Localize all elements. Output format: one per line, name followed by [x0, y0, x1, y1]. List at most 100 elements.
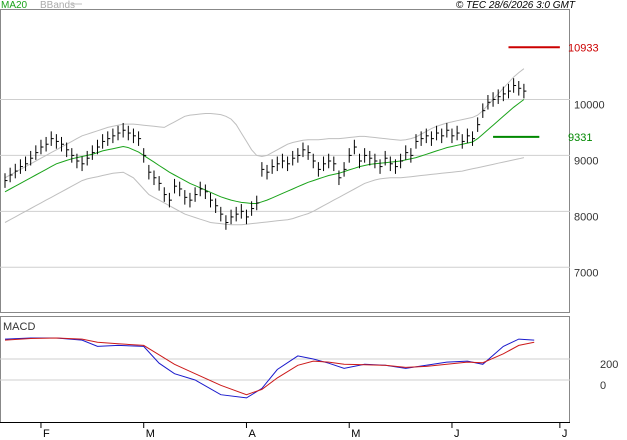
- price-bar: [405, 145, 409, 160]
- y-tick-labels: 7000 8000 9000 10000 0 200: [574, 99, 618, 392]
- price-bar: [287, 156, 291, 172]
- price-bar: [358, 153, 362, 169]
- price-bar: [25, 156, 29, 172]
- copyright-text: © TEC 28/6/2026 3:0 GMT: [456, 0, 576, 11]
- price-bar: [353, 139, 357, 155]
- price-bar: [199, 181, 203, 197]
- price-bar: [276, 156, 280, 172]
- macd-grid: [0, 358, 570, 381]
- price-bar: [523, 83, 527, 99]
- price-bar: [55, 134, 59, 149]
- resistance-level-label: 10933: [568, 42, 599, 54]
- price-bar: [215, 198, 219, 214]
- price-bar: [477, 117, 481, 132]
- price-bar: [143, 148, 147, 163]
- bbands-legend-label: BBands: [40, 0, 75, 11]
- price-bar: [261, 162, 265, 177]
- price-bar: [364, 148, 368, 163]
- price-y-tick-label: 10000: [574, 99, 605, 111]
- price-bar: [220, 206, 224, 222]
- ma20-line: [4, 99, 525, 204]
- price-bar: [343, 162, 347, 177]
- support-level-label: 9331: [568, 132, 592, 144]
- price-bar: [168, 192, 172, 208]
- price-bar: [256, 195, 260, 211]
- price-bar: [266, 164, 270, 180]
- price-bar: [348, 148, 352, 163]
- price-bar: [117, 125, 121, 141]
- price-bar: [297, 148, 301, 163]
- macd-lines: [4, 337, 535, 399]
- price-bar: [281, 153, 285, 169]
- price-bar: [194, 187, 198, 202]
- price-bar: [158, 176, 162, 191]
- macd-line: [4, 337, 535, 399]
- price-bar: [96, 139, 100, 155]
- price-bar: [302, 142, 306, 158]
- price-bar: [394, 159, 398, 174]
- price-bar: [425, 128, 429, 144]
- price-bar: [441, 128, 445, 144]
- price-bar: [76, 153, 80, 169]
- price-bar: [245, 209, 249, 225]
- price-bar: [61, 136, 65, 152]
- price-bar: [502, 86, 506, 102]
- price-bar: [112, 128, 116, 144]
- price-bar: [436, 125, 440, 141]
- price-bar: [292, 150, 296, 166]
- price-bar: [338, 170, 342, 186]
- price-bar: [312, 153, 316, 169]
- price-bar: [492, 92, 496, 107]
- price-bar: [400, 153, 404, 169]
- price-bar: [410, 148, 414, 163]
- price-bar: [420, 131, 424, 146]
- price-bar: [91, 145, 95, 160]
- price-bar: [14, 163, 18, 179]
- price-bar: [230, 209, 234, 225]
- price-bar: [518, 81, 522, 96]
- price-bar: [153, 170, 157, 186]
- price-bar: [466, 128, 470, 144]
- price-bar: [497, 89, 501, 104]
- price-bar: [127, 125, 131, 141]
- price-bar: [389, 156, 393, 172]
- bollinger-bands: [4, 68, 525, 226]
- price-bar: [323, 156, 327, 172]
- x-tick-label: F: [43, 428, 50, 440]
- price-bar: [461, 134, 465, 149]
- price-bar: [451, 128, 455, 144]
- price-bar: [328, 153, 332, 169]
- price-bar: [513, 78, 517, 93]
- price-bar: [102, 134, 106, 149]
- price-bar: [35, 145, 39, 160]
- x-tick-label: M: [351, 428, 360, 440]
- macd-y-tick-label: 200: [600, 359, 618, 371]
- price-bar: [66, 142, 70, 158]
- lower-band: [4, 157, 525, 226]
- price-bar: [132, 128, 136, 144]
- price-bar: [86, 150, 90, 166]
- price-bar: [271, 159, 275, 174]
- price-bar: [430, 131, 434, 146]
- ma20-path: [4, 99, 525, 204]
- ma-legend-label: MA20: [1, 0, 28, 11]
- price-bar: [482, 103, 486, 118]
- upper-band: [4, 68, 525, 179]
- price-y-tick-label: 8000: [574, 211, 598, 223]
- price-bar: [235, 206, 239, 222]
- price-bar: [333, 156, 337, 172]
- price-y-tick-label: 9000: [574, 155, 598, 167]
- price-bar: [19, 159, 23, 174]
- price-levels: 10933 9331: [493, 42, 599, 144]
- price-bar: [174, 178, 178, 194]
- price-bar: [251, 201, 255, 216]
- price-bar: [507, 83, 511, 99]
- macd-panel-title: MACD: [3, 321, 35, 333]
- price-bar: [379, 159, 383, 174]
- price-bar: [71, 148, 75, 163]
- price-bar: [45, 136, 49, 152]
- price-grid: [0, 98, 570, 268]
- price-bar: [456, 125, 460, 141]
